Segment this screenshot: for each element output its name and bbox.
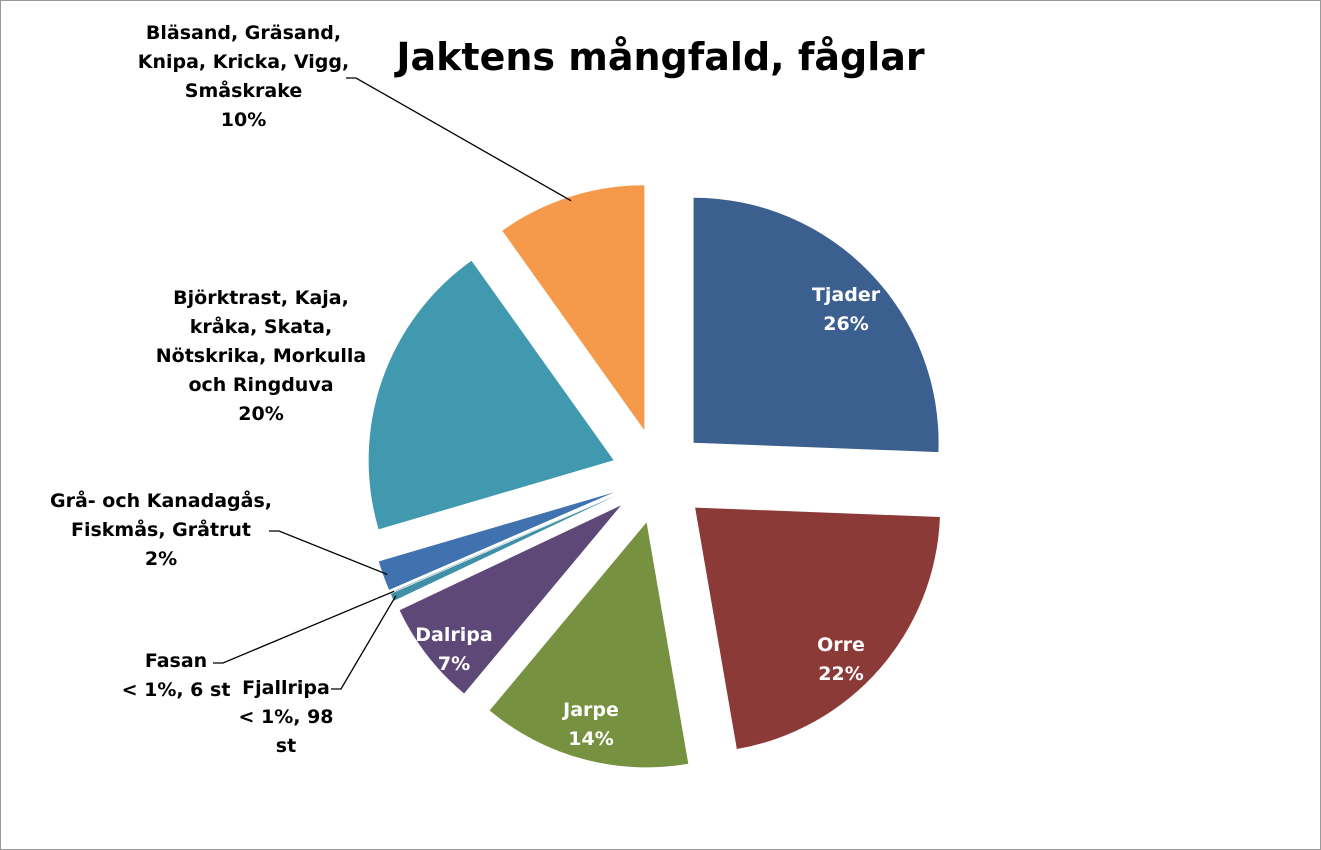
leader-line: [213, 590, 395, 664]
slice-name: Jarpe: [563, 699, 619, 721]
pie-slice: [489, 522, 689, 768]
slice-value: < 1%, 6 st: [121, 679, 231, 701]
slice-value: 26%: [823, 313, 869, 335]
leader-line: [331, 595, 397, 690]
slice-value: 22%: [818, 663, 864, 685]
slice-label: Jarpe 14%: [521, 696, 661, 754]
pie-slice: [368, 260, 614, 530]
slice-label: Bläsand, Gräsand, Knipa, Kricka, Vigg, S…: [126, 19, 361, 135]
pie-slice: [399, 505, 622, 694]
leader-line: [269, 530, 388, 576]
chart-title: Jaktens mångfald, fåglar: [396, 35, 925, 79]
slice-name: Fasan: [144, 650, 208, 672]
slice-value: < 1%, 98 st: [238, 706, 334, 757]
slice-label: Fasan < 1%, 6 st: [116, 647, 236, 705]
slice-label: Grå- och Kanadagås, Fiskmås, Gråtrut 2%: [31, 487, 291, 574]
slice-name: Bläsand, Gräsand, Knipa, Kricka, Vigg, S…: [137, 22, 350, 102]
slice-name: Grå- och Kanadagås, Fiskmås, Gråtrut: [49, 490, 272, 541]
slice-label: Fjallripa < 1%, 98 st: [226, 674, 346, 761]
slice-label: Tjader 26%: [776, 281, 916, 339]
slice-value: 10%: [220, 109, 267, 131]
slice-label: Björktrast, Kaja, kråka, Skata, Nötskrik…: [146, 284, 376, 429]
slice-value: 7%: [437, 653, 471, 675]
slice-label: Orre 22%: [771, 631, 911, 689]
pie-slice: [390, 495, 615, 594]
slice-name: Tjader: [811, 284, 881, 306]
slice-name: Björktrast, Kaja, kråka, Skata, Nötskrik…: [155, 287, 367, 396]
slice-label: Dalripa 7%: [384, 621, 524, 679]
leader-line: [346, 77, 572, 202]
slice-name: Orre: [817, 634, 865, 656]
pie-slice: [390, 495, 616, 601]
pie-slice: [693, 197, 939, 453]
slice-value: 14%: [568, 728, 614, 750]
pie-slice: [378, 492, 614, 590]
slice-value: 2%: [144, 548, 178, 570]
slice-value: 20%: [238, 403, 284, 425]
slice-name: Fjallripa: [242, 677, 330, 699]
pie-slice: [695, 507, 940, 750]
pie-slice: [502, 185, 645, 431]
slice-name: Dalripa: [415, 624, 493, 646]
